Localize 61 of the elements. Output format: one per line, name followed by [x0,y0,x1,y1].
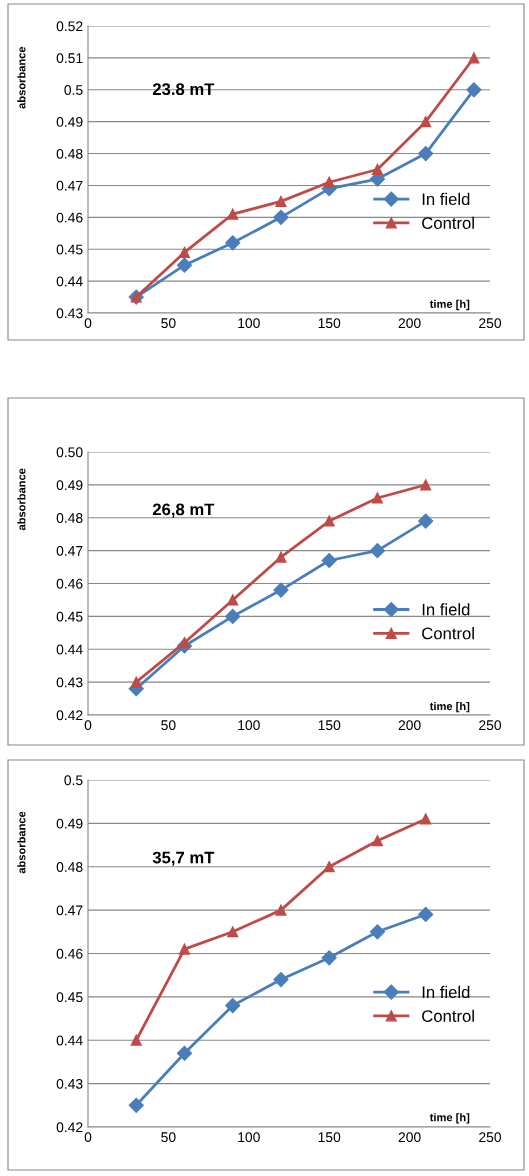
y-tick-label: 0.52 [56,21,83,32]
y-tick-label: 0.49 [56,480,83,491]
legend-label: Control [422,1009,474,1022]
x-tick-label: 250 [479,318,502,329]
y-axis-title: absorbance [17,46,26,109]
y-tick-label: 0.51 [56,53,83,64]
y-tick-label: 0.50 [56,447,83,458]
legend-label: Control [422,627,474,640]
y-tick-label: 0.48 [56,148,83,159]
annotation: 23.8 mT [152,83,215,96]
x-tick-label: 0 [84,318,92,329]
y-tick-label: 0.42 [56,1122,83,1133]
x-axis-title: time [h] [429,1113,470,1124]
x-tick-label: 0 [84,720,92,731]
y-tick-label: 0.47 [56,545,83,556]
x-tick-label: 150 [318,318,341,329]
x-tick-label: 100 [238,720,260,731]
x-tick-label: 100 [238,1132,260,1143]
legend-label: In field [422,603,470,616]
y-tick-label: 0.47 [56,180,83,191]
x-tick-label: 150 [318,720,341,731]
annotation: 35,7 mT [152,851,215,866]
y-tick-label: 0.45 [56,611,83,622]
x-tick-label: 150 [318,1132,341,1143]
y-tick-label: 0.43 [56,1078,83,1089]
x-tick-label: 0 [84,1132,92,1143]
y-tick-label: 0.44 [56,276,83,287]
y-tick-label: 0.45 [56,244,83,255]
x-tick-label: 200 [398,318,421,329]
y-tick-label: 0.46 [56,948,83,959]
x-tick-label: 50 [161,318,176,329]
x-tick-label: 200 [398,720,421,731]
y-tick-label: 0.43 [56,308,83,319]
x-tick-label: 250 [479,720,502,731]
y-tick-label: 0.5 [64,775,83,786]
y-tick-label: 0.45 [56,992,83,1003]
legend-label: Control [422,216,474,229]
x-axis-title: time [h] [429,299,470,311]
y-tick-label: 0.5 [64,85,83,95]
y-tick-label: 0.47 [56,905,83,916]
y-tick-label: 0.42 [56,710,83,721]
x-axis-title: time [h] [429,702,470,713]
annotation: 26,8 mT [152,503,215,518]
y-tick-label: 0.49 [56,818,83,829]
x-tick-label: 100 [238,318,260,329]
y-axis-title: absorbance [17,468,26,531]
y-tick-label: 0.44 [56,644,83,655]
legend-label: In field [422,192,470,206]
legend-label: In field [422,985,470,999]
y-tick-label: 0.46 [56,578,83,589]
y-tick-label: 0.46 [56,212,83,223]
y-tick-label: 0.48 [56,862,83,872]
x-tick-label: 50 [161,1132,176,1143]
x-tick-label: 200 [398,1132,421,1143]
y-axis-title: absorbance [17,811,26,874]
y-tick-label: 0.44 [56,1035,83,1046]
y-tick-label: 0.48 [56,513,83,523]
x-tick-label: 250 [479,1132,502,1143]
x-tick-label: 50 [161,720,176,731]
y-tick-label: 0.43 [56,677,83,688]
y-tick-label: 0.49 [56,117,83,127]
